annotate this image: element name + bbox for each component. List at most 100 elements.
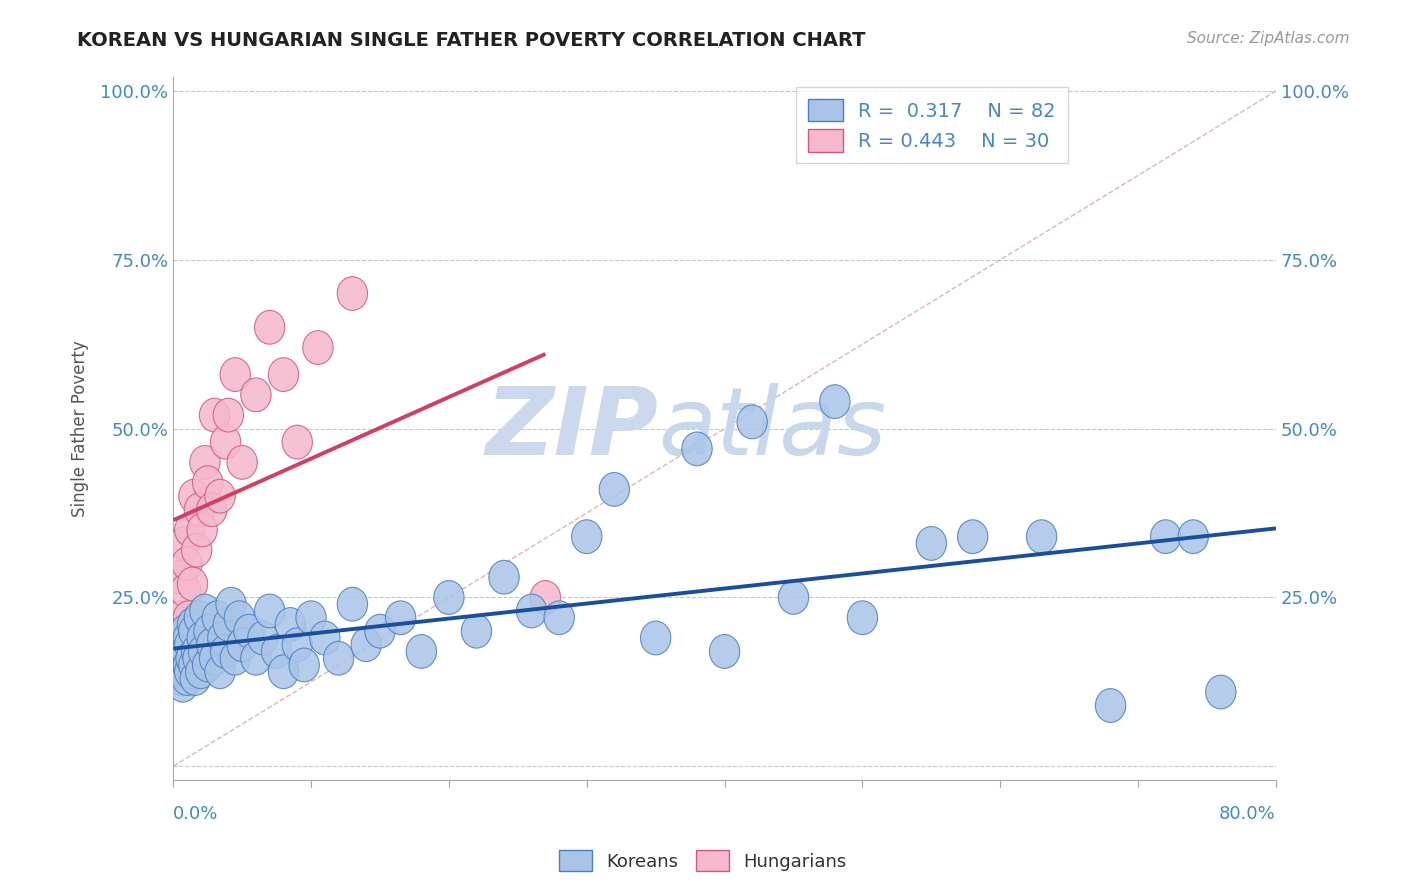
Ellipse shape [1150,520,1181,554]
Ellipse shape [599,473,630,507]
Ellipse shape [180,662,211,696]
Ellipse shape [1178,520,1208,554]
Ellipse shape [165,628,195,662]
Text: atlas: atlas [658,384,887,475]
Ellipse shape [1026,520,1057,554]
Ellipse shape [165,601,195,634]
Ellipse shape [682,432,713,466]
Ellipse shape [205,479,235,513]
Ellipse shape [364,615,395,648]
Ellipse shape [276,607,305,641]
Ellipse shape [166,560,197,594]
Ellipse shape [190,594,221,628]
Ellipse shape [197,492,226,526]
Ellipse shape [172,634,202,668]
Ellipse shape [737,405,768,439]
Ellipse shape [572,520,602,554]
Ellipse shape [181,533,212,567]
Ellipse shape [162,628,193,662]
Ellipse shape [200,398,229,432]
Text: 80.0%: 80.0% [1219,805,1277,823]
Ellipse shape [176,641,207,675]
Ellipse shape [193,466,222,500]
Ellipse shape [406,634,436,668]
Ellipse shape [174,513,205,547]
Ellipse shape [254,310,285,344]
Ellipse shape [187,513,218,547]
Ellipse shape [179,615,209,648]
Legend: R =  0.317    N = 82, R = 0.443    N = 30: R = 0.317 N = 82, R = 0.443 N = 30 [796,87,1067,163]
Ellipse shape [190,445,221,479]
Ellipse shape [262,634,292,668]
Ellipse shape [530,581,561,615]
Ellipse shape [200,641,229,675]
Ellipse shape [283,628,312,662]
Ellipse shape [957,520,988,554]
Ellipse shape [173,621,204,655]
Ellipse shape [160,615,191,648]
Ellipse shape [193,648,222,681]
Ellipse shape [160,634,191,668]
Text: KOREAN VS HUNGARIAN SINGLE FATHER POVERTY CORRELATION CHART: KOREAN VS HUNGARIAN SINGLE FATHER POVERT… [77,31,866,50]
Ellipse shape [208,621,238,655]
Ellipse shape [544,601,574,634]
Ellipse shape [211,425,240,459]
Ellipse shape [254,594,285,628]
Ellipse shape [177,607,208,641]
Ellipse shape [247,621,278,655]
Ellipse shape [202,601,232,634]
Ellipse shape [641,621,671,655]
Ellipse shape [194,615,224,648]
Ellipse shape [461,615,492,648]
Text: 0.0%: 0.0% [173,805,218,823]
Ellipse shape [166,621,197,655]
Ellipse shape [221,358,250,392]
Ellipse shape [221,641,250,675]
Ellipse shape [433,581,464,615]
Ellipse shape [167,641,198,675]
Ellipse shape [187,621,218,655]
Ellipse shape [240,378,271,412]
Ellipse shape [295,601,326,634]
Ellipse shape [226,628,257,662]
Ellipse shape [352,628,381,662]
Ellipse shape [169,526,200,560]
Ellipse shape [214,398,243,432]
Ellipse shape [337,587,367,621]
Ellipse shape [179,648,209,681]
Ellipse shape [172,662,202,696]
Ellipse shape [183,641,214,675]
Ellipse shape [165,662,195,696]
Ellipse shape [269,358,298,392]
Text: ZIP: ZIP [485,383,658,475]
Ellipse shape [172,547,202,581]
Ellipse shape [169,628,200,662]
Ellipse shape [283,425,312,459]
Ellipse shape [269,655,298,689]
Ellipse shape [848,601,877,634]
Ellipse shape [214,607,243,641]
Ellipse shape [1206,675,1236,709]
Ellipse shape [181,634,212,668]
Ellipse shape [170,615,201,648]
Ellipse shape [173,601,204,634]
Ellipse shape [224,601,254,634]
Ellipse shape [205,655,235,689]
Ellipse shape [820,384,851,418]
Y-axis label: Single Father Poverty: Single Father Poverty [72,340,89,517]
Ellipse shape [179,479,209,513]
Ellipse shape [917,526,946,560]
Ellipse shape [162,655,193,689]
Ellipse shape [290,648,319,681]
Ellipse shape [302,331,333,365]
Ellipse shape [169,655,200,689]
Ellipse shape [173,648,204,681]
Ellipse shape [489,560,519,594]
Ellipse shape [516,594,547,628]
Ellipse shape [170,641,201,675]
Ellipse shape [323,641,354,675]
Legend: Koreans, Hungarians: Koreans, Hungarians [553,843,853,879]
Ellipse shape [174,628,205,662]
Ellipse shape [385,601,416,634]
Ellipse shape [170,574,201,607]
